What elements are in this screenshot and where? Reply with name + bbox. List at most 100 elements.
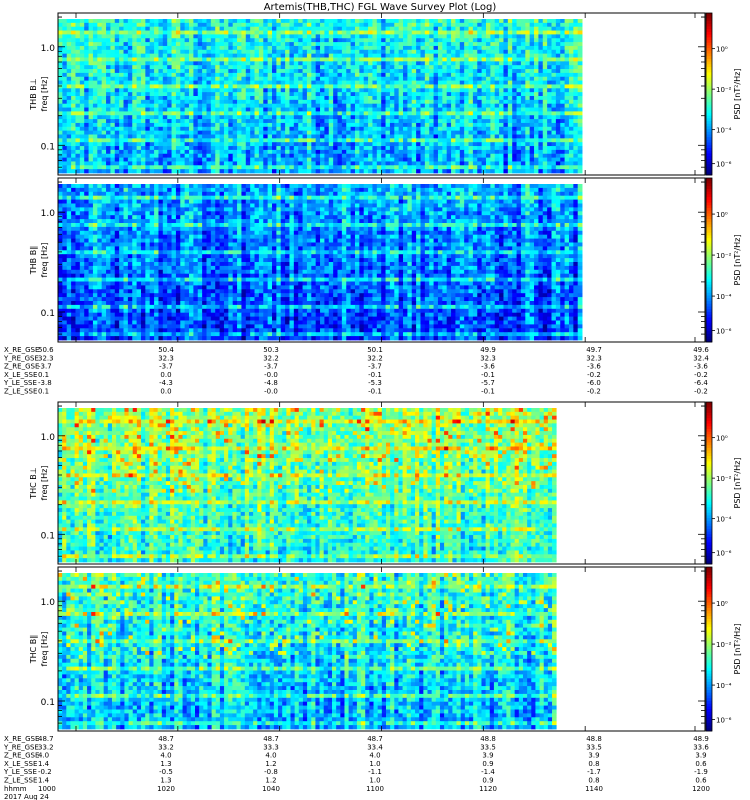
heatmap bbox=[58, 19, 583, 174]
thb-ephemeris-value: -0.2 bbox=[587, 371, 601, 379]
thc-ephemeris-value: 33.2 bbox=[158, 743, 174, 751]
y-tick-label: 0.1 bbox=[41, 309, 55, 319]
thb-ephemeris-value: -3.6 bbox=[587, 363, 601, 371]
panel-ylabel-freq: freq [Hz] bbox=[40, 466, 49, 501]
thb-ephemeris-value: 50.3 bbox=[263, 346, 279, 354]
colorbar: 10⁰ 10⁻² 10⁻⁴ 10⁻⁶ PSD [nT²/Hz] bbox=[705, 566, 742, 732]
colorbar-tick-label: 10⁰ bbox=[716, 435, 728, 443]
thb-ephemeris-value: -5.7 bbox=[481, 379, 495, 387]
thb-ephemeris-value: -3.8 bbox=[38, 379, 52, 387]
thb-ephemeris-value: 49.6 bbox=[693, 346, 709, 354]
y-tick-label: 0.1 bbox=[41, 698, 55, 708]
thb-ephemeris-value: 50.6 bbox=[38, 346, 54, 354]
thb-ephemeris-row-label: X_RE_GSE bbox=[4, 346, 39, 354]
thb-ephemeris-value: 0.1 bbox=[38, 388, 49, 396]
thb-ephemeris-value: -3.7 bbox=[38, 363, 52, 371]
thb-ephemeris-value: 32.3 bbox=[38, 354, 54, 362]
thc-ephemeris-value: -1.7 bbox=[587, 768, 601, 776]
thb-ephemeris-value: -3.7 bbox=[264, 363, 278, 371]
thb-ephemeris-row-label: Z_RE_GSE bbox=[4, 363, 39, 371]
thc-ephemeris-value: 1.4 bbox=[38, 777, 50, 785]
y-tick-label: 1.0 bbox=[41, 44, 56, 54]
thc-ephemeris-value: 3.9 bbox=[482, 752, 493, 760]
colorbar-tick-label: 10⁻⁶ bbox=[716, 328, 732, 336]
colorbar-label: PSD [nT²/Hz] bbox=[733, 235, 742, 286]
thc-ephemeris-row-label: Y_RE_GSE bbox=[3, 743, 39, 751]
time-tick-label: 1120 bbox=[479, 785, 497, 793]
colorbar-tick-label: 10⁻⁶ bbox=[716, 550, 732, 558]
spectrogram-panel: 1.0 0.1 THB B∥ freq [Hz] 10⁰ 10⁻² 10⁻⁴ 10⁻⁶ PSD … bbox=[29, 177, 742, 343]
thb-ephemeris-value: -0.0 bbox=[264, 388, 278, 396]
thc-ephemeris-value: 3.9 bbox=[695, 752, 706, 760]
time-tick-label: 1000 bbox=[38, 785, 56, 793]
thc-ephemeris-value: 3.9 bbox=[588, 752, 599, 760]
panel-ylabel-spacecraft: THB B⊥ bbox=[29, 78, 38, 110]
thc-ephemeris-row-label: Z_LE_SSE bbox=[4, 777, 37, 785]
colorbar: 10⁰ 10⁻² 10⁻⁴ 10⁻⁶ PSD [nT²/Hz] bbox=[705, 12, 742, 176]
panel-ylabel-freq: freq [Hz] bbox=[40, 632, 49, 667]
time-tick-label: 1140 bbox=[585, 785, 603, 793]
panel-ylabel-spacecraft: THB B∥ bbox=[29, 246, 38, 275]
thb-ephemeris-value: 50.1 bbox=[367, 346, 383, 354]
thc-ephemeris-value: 1.0 bbox=[369, 777, 380, 785]
panel-ylabel-spacecraft: THC B∥ bbox=[29, 635, 38, 665]
heatmap bbox=[58, 184, 583, 341]
thc-ephemeris-row-label: X_RE_GSE bbox=[4, 735, 39, 743]
panel-ylabel-freq: freq [Hz] bbox=[40, 77, 49, 112]
colorbar-label: PSD [nT²/Hz] bbox=[733, 69, 742, 120]
colorbar-tick-label: 10⁻⁶ bbox=[716, 161, 732, 169]
colorbar-frame bbox=[705, 566, 713, 732]
thc-ephemeris-row-label: Y_LE_SSE bbox=[3, 768, 37, 776]
date-label: 2017 Aug 24 bbox=[4, 793, 49, 800]
y-tick-label: 1.0 bbox=[41, 433, 56, 443]
thc-ephemeris-value: -1.4 bbox=[481, 768, 495, 776]
thb-ephemeris-value: 32.2 bbox=[263, 354, 279, 362]
thc-ephemeris-value: 33.6 bbox=[693, 743, 709, 751]
thc-ephemeris-value: 4.0 bbox=[265, 752, 276, 760]
thc-ephemeris-row-label: Z_RE_GSE bbox=[4, 752, 39, 760]
thb-ephemeris-value: 49.9 bbox=[480, 346, 496, 354]
panel-ylabel-spacecraft: THC B⊥ bbox=[29, 467, 38, 500]
thc-ephemeris-value: 33.5 bbox=[586, 743, 602, 751]
y-tick-label: 1.0 bbox=[41, 209, 56, 219]
thb-ephemeris-value: 32.3 bbox=[158, 354, 174, 362]
thc-ephemeris-value: 0.9 bbox=[482, 760, 493, 768]
colorbar-tick-label: 10⁰ bbox=[716, 46, 728, 54]
colorbar: 10⁰ 10⁻² 10⁻⁴ 10⁻⁶ PSD [nT²/Hz] bbox=[705, 177, 742, 343]
time-tick-label: 1040 bbox=[262, 785, 280, 793]
thc-ephemeris-value: 4.0 bbox=[160, 752, 171, 760]
thb-ephemeris-value: -0.2 bbox=[694, 388, 708, 396]
thc-ephemeris-value: 0.8 bbox=[588, 760, 599, 768]
thc-ephemeris-value: 0.8 bbox=[588, 777, 599, 785]
thb-ephemeris-value: -3.6 bbox=[481, 363, 495, 371]
thc-ephemeris-value: 48.8 bbox=[586, 735, 602, 743]
thc-ephemeris-value: 48.9 bbox=[693, 735, 709, 743]
thb-ephemeris-value: -4.3 bbox=[159, 379, 173, 387]
thc-ephemeris-value: 1.3 bbox=[160, 760, 171, 768]
y-tick-label: 1.0 bbox=[41, 598, 56, 608]
colorbar-tick-label: 10⁻² bbox=[716, 86, 732, 94]
time-tick-label: 1200 bbox=[692, 785, 710, 793]
thc-ephemeris-value: 1.2 bbox=[265, 760, 276, 768]
colorbar-tick-label: 10⁻² bbox=[716, 475, 732, 483]
thc-ephemeris-value: 33.2 bbox=[38, 743, 54, 751]
colorbar-tick-label: 10⁻⁴ bbox=[716, 127, 732, 135]
spectrogram-panel: 1.0 0.1 THB B⊥ freq [Hz] 10⁰ 10⁻² 10⁻⁴ 10⁻⁶ PSD … bbox=[29, 12, 742, 176]
time-axis-label: hhmm bbox=[4, 785, 27, 793]
colorbar-frame bbox=[705, 401, 713, 565]
thc-ephemeris-value: 48.7 bbox=[263, 735, 279, 743]
thb-ephemeris-value: 0.1 bbox=[38, 371, 49, 379]
thc-ephemeris-value: 0.6 bbox=[695, 760, 707, 768]
thc-ephemeris-value: 48.7 bbox=[38, 735, 54, 743]
colorbar-frame bbox=[705, 177, 713, 343]
thb-ephemeris-value: 32.3 bbox=[586, 354, 602, 362]
colorbar-label: PSD [nT²/Hz] bbox=[733, 458, 742, 509]
chart-title: Artemis(THB,THC) FGL Wave Survey Plot (L… bbox=[264, 2, 497, 13]
thc-ephemeris-value: -0.2 bbox=[38, 768, 52, 776]
colorbar-tick-label: 10⁻² bbox=[716, 641, 732, 649]
colorbar-tick-label: 10⁻² bbox=[716, 252, 732, 260]
colorbar: 10⁰ 10⁻² 10⁻⁴ 10⁻⁶ PSD [nT²/Hz] bbox=[705, 401, 742, 565]
y-tick-label: 0.1 bbox=[41, 142, 55, 152]
